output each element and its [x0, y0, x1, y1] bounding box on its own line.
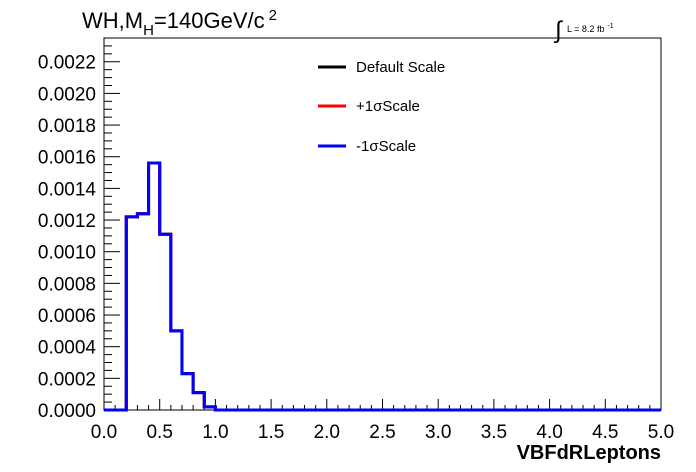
x-tick-label: 0.0 [91, 422, 117, 443]
x-tick-label: 2.0 [314, 422, 340, 443]
y-tick-label: 0.0002 [38, 369, 96, 390]
lumi-integral-sign: ∫ [553, 17, 563, 44]
x-tick-label: 2.5 [369, 422, 395, 443]
plot-title-rest: =140GeV/c [154, 8, 265, 33]
lumi-superscript: -1 [607, 23, 613, 30]
y-tick-label: 0.0016 [38, 148, 96, 169]
x-tick-label: 4.5 [592, 422, 618, 443]
plot-title: WH,MH=140GeV/c 2 [82, 7, 277, 39]
y-tick-label: 0.0010 [38, 243, 96, 264]
x-axis-title: VBFdRLeptons [517, 442, 661, 464]
y-tick-label: 0.0000 [38, 401, 96, 422]
legend-label-minus1sigma: -1σScale [356, 138, 416, 155]
plot-title-subscript: H [143, 22, 154, 39]
y-tick-label: 0.0006 [38, 306, 96, 327]
plot-title-main: WH,M [82, 8, 143, 33]
series-line-minus1sigma-scale [104, 161, 661, 412]
y-axis: 0.0000 0.0002 0.0004 0.0006 0.0008 0.0010 0.00… [38, 37, 120, 422]
x-tick-label: 0.5 [146, 422, 172, 443]
y-tick-label: 0.0008 [38, 274, 96, 295]
y-tick-label: 0.0014 [38, 179, 97, 200]
x-tick-label: 4.0 [536, 422, 562, 443]
legend: Default Scale +1σScale -1σScale [318, 59, 445, 155]
y-tick-label: 0.0020 [38, 84, 96, 105]
y-tick-label: 0.0022 [38, 53, 96, 74]
y-tick-label: 0.0004 [38, 338, 97, 359]
series-group [104, 161, 661, 412]
legend-label-plus1sigma: +1σScale [356, 98, 420, 115]
plot-title-superscript: 2 [269, 7, 277, 24]
lumi-label: L = 8.2 fb -1 [567, 23, 614, 34]
lumi-text: L = 8.2 fb [567, 24, 604, 34]
x-tick-label: 1.0 [202, 422, 228, 443]
x-tick-label: 5.0 [648, 422, 674, 443]
y-tick-label: 0.0018 [38, 116, 96, 137]
x-tick-label: 3.5 [481, 422, 507, 443]
y-tick-label: 0.0012 [38, 211, 96, 232]
legend-label-default: Default Scale [356, 59, 445, 76]
x-tick-label: 3.0 [425, 422, 451, 443]
x-tick-label: 1.5 [258, 422, 284, 443]
